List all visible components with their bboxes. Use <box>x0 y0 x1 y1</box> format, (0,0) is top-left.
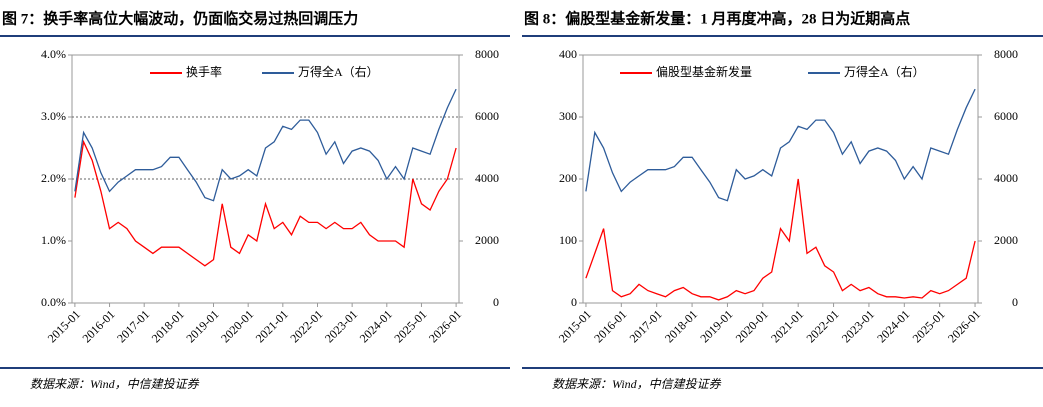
source-note: 数据来源：Wind，中信建投证券 <box>30 377 200 391</box>
legend-label: 换手率 <box>186 64 222 79</box>
y-tick-label: 300 <box>559 109 577 123</box>
y-tick-label: 0 <box>571 295 577 309</box>
x-tick-label: 2016-01 <box>79 307 117 345</box>
x-tick-label: 2015-01 <box>556 307 594 345</box>
y2-tick-label: 6000 <box>994 109 1018 123</box>
y-tick-label: 200 <box>559 171 577 185</box>
y-tick-label: 4.0% <box>41 47 66 61</box>
x-tick-label: 2017-01 <box>627 307 665 345</box>
legend-label: 偏股型基金新发量 <box>656 64 752 79</box>
y2-tick-label: 2000 <box>994 233 1018 247</box>
chart-title: 图 7：换手率高位大幅波动，仍面临交易过热回调压力 <box>2 9 358 27</box>
x-tick-label: 2021-01 <box>768 307 806 345</box>
y2-tick-label: 4000 <box>994 171 1018 185</box>
x-tick-label: 2023-01 <box>839 307 877 345</box>
y2-tick-label: 6000 <box>475 109 499 123</box>
x-tick-label: 2022-01 <box>803 307 841 345</box>
x-tick-label: 2026-01 <box>945 307 983 345</box>
x-tick-label: 2017-01 <box>114 307 152 345</box>
series-line <box>585 88 976 202</box>
y2-tick-label: 4000 <box>475 171 499 185</box>
source-note: 数据来源：Wind，中信建投证券 <box>552 377 722 391</box>
x-tick-label: 2023-01 <box>322 307 360 345</box>
y2-tick-label: 0 <box>493 295 499 309</box>
x-tick-label: 2021-01 <box>253 307 291 345</box>
x-tick-label: 2026-01 <box>426 307 464 345</box>
x-tick-label: 2016-01 <box>591 307 629 345</box>
x-tick-label: 2020-01 <box>218 307 256 345</box>
x-tick-label: 2019-01 <box>697 307 735 345</box>
x-tick-label: 2025-01 <box>910 307 948 345</box>
legend-label: 万得全A（右） <box>844 64 925 79</box>
x-tick-label: 2024-01 <box>357 307 395 345</box>
y-tick-label: 0.0% <box>41 295 66 309</box>
y2-tick-label: 8000 <box>475 47 499 61</box>
y2-tick-label: 2000 <box>475 233 499 247</box>
x-tick-label: 2022-01 <box>287 307 325 345</box>
x-tick-label: 2015-01 <box>45 307 83 345</box>
y2-tick-label: 0 <box>1012 295 1018 309</box>
chart-title: 图 8：偏股型基金新发量：1 月再度冲高，28 日为近期高点 <box>524 9 910 27</box>
series-line <box>74 88 457 202</box>
y-tick-label: 3.0% <box>41 109 66 123</box>
plot-frame <box>582 54 979 304</box>
x-tick-label: 2024-01 <box>874 307 912 345</box>
x-tick-label: 2020-01 <box>733 307 771 345</box>
x-tick-label: 2025-01 <box>391 307 429 345</box>
y2-tick-label: 8000 <box>994 47 1018 61</box>
series-line <box>585 178 976 301</box>
legend-label: 万得全A（右） <box>298 64 379 79</box>
y-tick-label: 100 <box>559 233 577 247</box>
y-tick-label: 2.0% <box>41 171 66 185</box>
x-tick-label: 2019-01 <box>183 307 221 345</box>
x-tick-label: 2018-01 <box>149 307 187 345</box>
x-tick-label: 2018-01 <box>662 307 700 345</box>
y-tick-label: 400 <box>559 47 577 61</box>
series-line <box>74 139 457 267</box>
y-tick-label: 1.0% <box>41 233 66 247</box>
